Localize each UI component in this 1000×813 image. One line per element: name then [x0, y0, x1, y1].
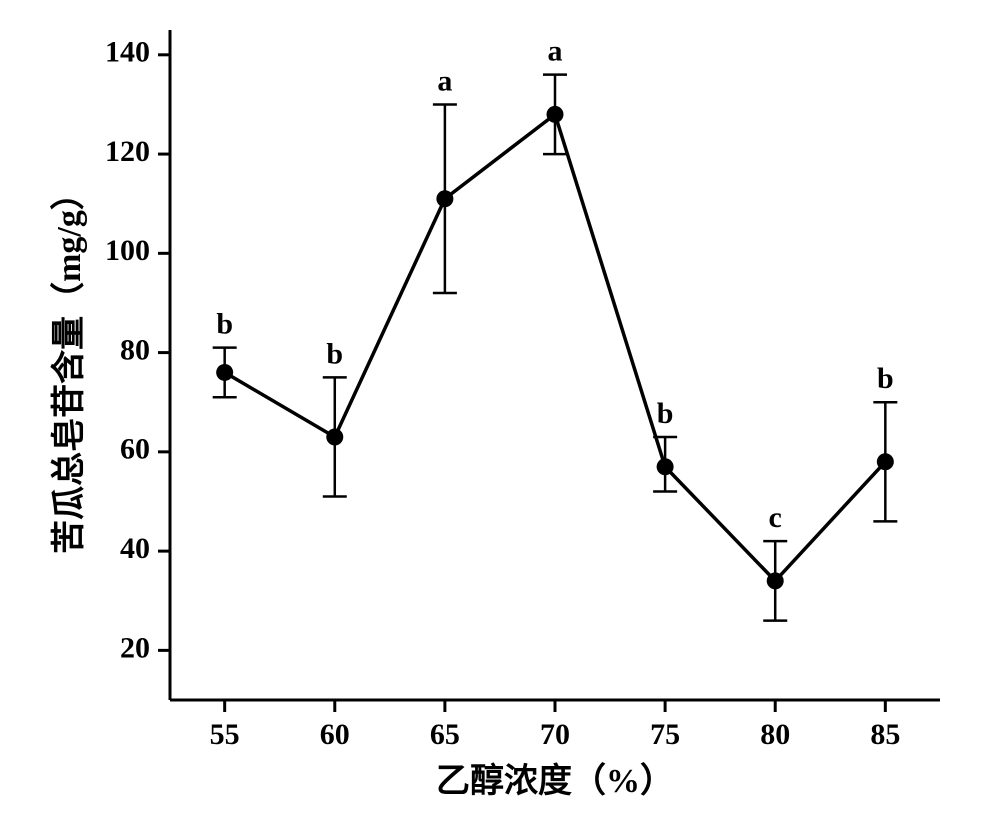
x-tick-label: 80 [760, 718, 790, 751]
point-label: c [769, 501, 782, 534]
y-tick-label: 20 [120, 631, 150, 664]
data-point [436, 190, 453, 207]
plot-background [0, 0, 1000, 813]
x-tick-label: 85 [870, 718, 900, 751]
y-tick-label: 100 [105, 234, 150, 267]
y-tick-label: 40 [120, 532, 150, 565]
point-label: a [437, 64, 452, 97]
point-label: b [877, 362, 894, 395]
data-point [657, 458, 674, 475]
line-chart: 20 40 60 80 100 120 140 55 60 65 70 75 80 85 乙醇浓度（%） 苦瓜… [0, 0, 1000, 813]
data-point [877, 453, 894, 470]
point-label: a [548, 35, 563, 68]
data-point [767, 572, 784, 589]
y-tick-label: 80 [120, 333, 150, 366]
x-tick-label: 65 [430, 718, 460, 751]
x-tick-label: 60 [320, 718, 350, 751]
y-axis-label: 苦瓜总皂苷含量（mg/g） [49, 176, 88, 554]
point-label: b [657, 397, 674, 430]
x-tick-label: 75 [650, 718, 680, 751]
y-tick-label: 60 [120, 433, 150, 466]
data-point [216, 364, 233, 381]
x-tick-label: 70 [540, 718, 570, 751]
point-label: b [326, 337, 343, 370]
x-axis-label: 乙醇浓度（%） [436, 761, 674, 800]
x-tick-label: 55 [210, 718, 240, 751]
point-label: b [216, 308, 233, 341]
y-tick-label: 120 [105, 135, 150, 168]
data-point [326, 428, 343, 445]
y-tick-label: 140 [105, 36, 150, 69]
chart-container: 20 40 60 80 100 120 140 55 60 65 70 75 80 85 乙醇浓度（%） 苦瓜… [0, 0, 1000, 813]
data-point [547, 106, 564, 123]
